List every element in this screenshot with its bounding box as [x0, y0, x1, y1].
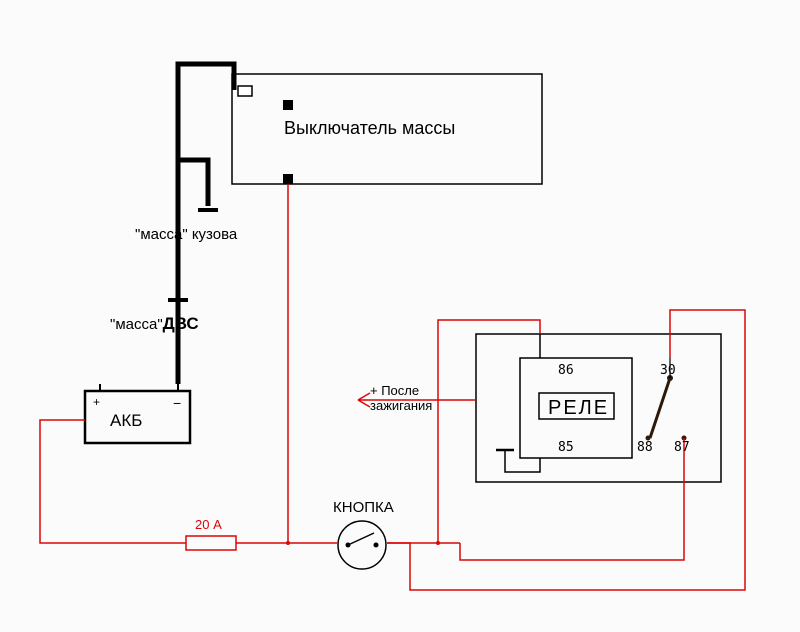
label-pin30: 30: [660, 363, 676, 378]
label-pin87: 87: [674, 440, 690, 455]
label-after-ignition: + Послезажигания: [370, 384, 432, 414]
label-plus: +: [93, 395, 100, 409]
label-relay: РЕЛЕ: [548, 397, 609, 420]
label-mass-engine: "масса"ДВС: [110, 314, 199, 334]
label-mass-body: "масса" кузова: [135, 226, 237, 243]
label-mass-switch: Выключатель массы: [284, 118, 455, 139]
label-fuse: 20 А: [195, 517, 222, 532]
label-battery: АКБ: [110, 411, 142, 431]
label-pin85: 85: [558, 440, 574, 455]
label-pin86: 86: [558, 363, 574, 378]
label-button: КНОПКА: [333, 499, 394, 516]
label-pin88: 88: [637, 440, 653, 455]
label-minus: −: [173, 395, 181, 411]
